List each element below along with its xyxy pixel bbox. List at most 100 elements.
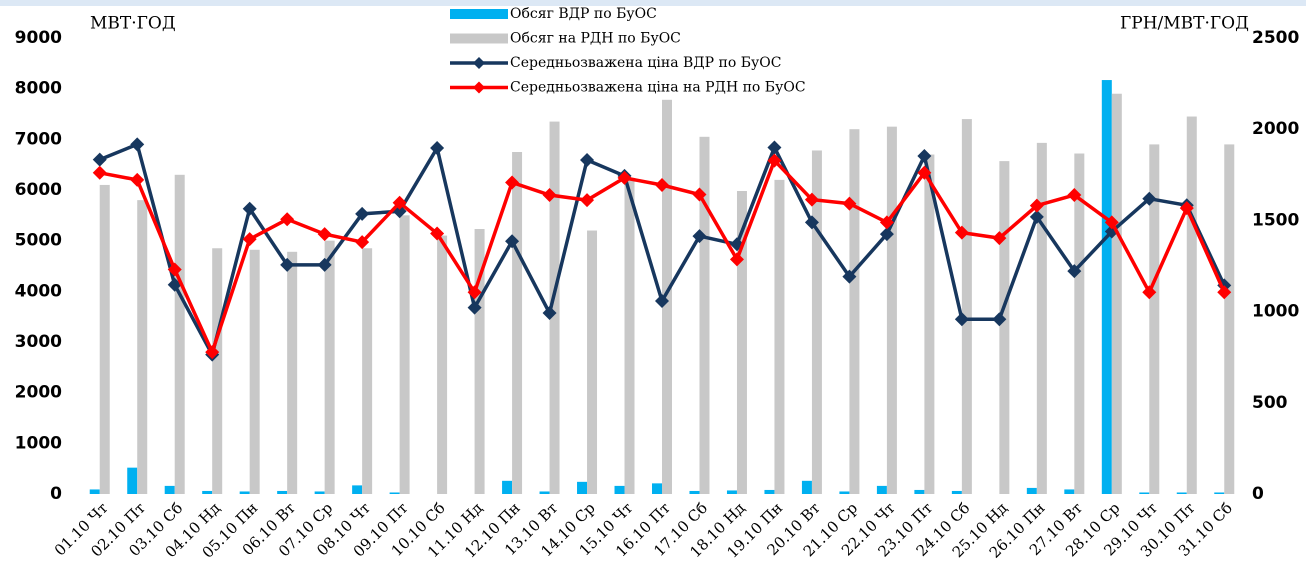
y-tick-label: 8000 xyxy=(15,79,62,99)
bar xyxy=(362,248,373,494)
y-axis-label: МВТ·ГОД xyxy=(90,14,176,34)
bar xyxy=(389,492,400,494)
y-tick-label: 0 xyxy=(50,484,62,504)
marker xyxy=(842,196,857,211)
marker xyxy=(804,192,819,207)
bar xyxy=(512,152,523,494)
bar xyxy=(212,248,223,494)
bar xyxy=(1101,80,1112,494)
marker xyxy=(1217,285,1232,300)
y-tick-label: 9000 xyxy=(15,28,62,48)
bar xyxy=(1176,492,1187,494)
bar xyxy=(614,485,625,494)
bar xyxy=(811,150,822,495)
bar xyxy=(539,491,550,494)
y-tick-label: 5000 xyxy=(15,231,62,251)
marker xyxy=(804,215,819,230)
marker xyxy=(542,188,557,203)
marker xyxy=(430,140,445,155)
bar xyxy=(961,119,972,495)
marker xyxy=(167,262,182,277)
bar xyxy=(324,240,335,494)
marker xyxy=(392,195,407,210)
bar xyxy=(437,235,448,494)
y2-tick-label: 0 xyxy=(1252,484,1264,504)
bar xyxy=(914,489,925,494)
bar xyxy=(399,215,410,495)
marker xyxy=(917,149,932,164)
y2-tick-label: 1500 xyxy=(1252,210,1299,230)
legend-label: Обсяг ВДР по БуОС xyxy=(510,6,657,22)
marker xyxy=(242,232,257,247)
y-tick-label: 4000 xyxy=(15,281,62,301)
marker xyxy=(767,140,782,155)
bar xyxy=(839,491,850,494)
marker xyxy=(580,193,595,208)
marker xyxy=(954,312,969,327)
bar xyxy=(1036,142,1047,494)
marker xyxy=(92,152,107,167)
marker xyxy=(842,269,857,284)
bar xyxy=(277,490,288,494)
marker xyxy=(205,345,220,360)
y-tick-label: 7000 xyxy=(15,129,62,149)
bar xyxy=(689,490,700,494)
y2-tick-label: 500 xyxy=(1252,393,1288,413)
marker xyxy=(992,312,1007,327)
bar xyxy=(352,485,363,494)
bar xyxy=(1149,144,1160,494)
legend-label: Середньозважена ціна ВДР по БуОС xyxy=(510,55,781,71)
marker xyxy=(954,225,969,240)
top-strip xyxy=(0,0,1306,6)
bar xyxy=(774,179,785,494)
marker xyxy=(280,257,295,272)
bar xyxy=(137,200,148,494)
marker xyxy=(280,212,295,227)
bar xyxy=(1111,93,1122,494)
bar xyxy=(202,490,213,494)
legend-marker xyxy=(473,81,485,94)
marker xyxy=(729,252,744,267)
y-tick-label: 6000 xyxy=(15,180,62,200)
marker xyxy=(505,234,520,249)
marker xyxy=(467,300,482,315)
marker xyxy=(242,201,257,216)
marker xyxy=(355,235,370,250)
marker xyxy=(430,226,445,241)
bar xyxy=(239,491,250,494)
marker xyxy=(767,153,782,168)
marker xyxy=(130,172,145,187)
marker xyxy=(1067,264,1082,279)
marker xyxy=(467,285,482,300)
bar xyxy=(999,161,1010,494)
marker xyxy=(317,227,332,242)
legend-label: Середньозважена ціна на РДН по БуОС xyxy=(510,80,806,96)
bar xyxy=(876,485,887,494)
marker xyxy=(505,175,520,190)
bar xyxy=(577,481,588,494)
bar xyxy=(924,154,935,495)
marker xyxy=(692,229,707,244)
bar xyxy=(801,480,812,494)
marker xyxy=(879,227,894,242)
marker xyxy=(692,187,707,202)
bar xyxy=(89,489,100,494)
bar xyxy=(1214,492,1225,494)
marker xyxy=(580,153,595,168)
bar xyxy=(736,191,747,494)
bar xyxy=(314,491,325,494)
bar xyxy=(1186,116,1197,495)
bar xyxy=(652,483,662,494)
y-tick-label: 3000 xyxy=(15,332,62,352)
bar xyxy=(699,136,710,495)
bar xyxy=(127,467,138,494)
bar xyxy=(587,230,598,495)
marker xyxy=(1104,215,1119,230)
y2-tick-label: 1000 xyxy=(1252,302,1299,322)
bar xyxy=(726,490,737,494)
bar xyxy=(624,179,635,494)
legend-swatch xyxy=(450,33,508,44)
legend-swatch xyxy=(450,9,508,19)
bar xyxy=(662,99,672,495)
